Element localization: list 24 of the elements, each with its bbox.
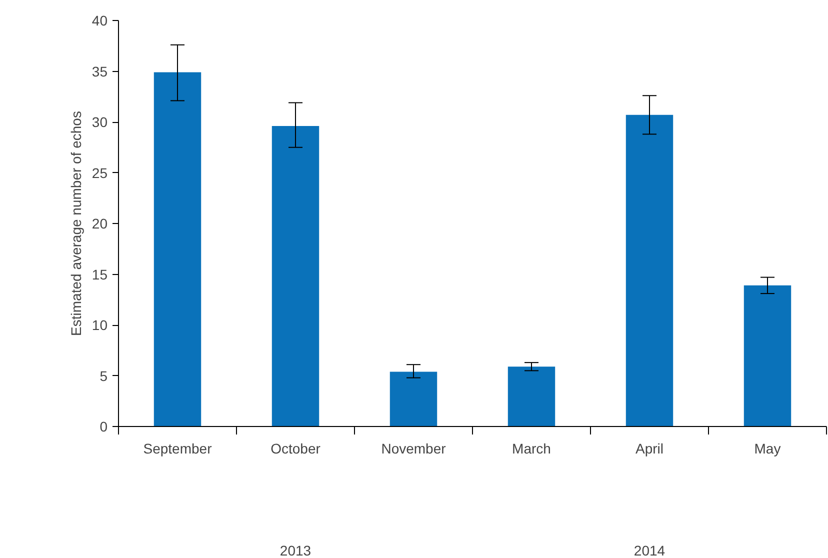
bar (626, 114, 674, 426)
y-tick-label: 0 (100, 418, 108, 434)
y-tick-label: 5 (100, 368, 108, 384)
y-tick-label: 35 (92, 63, 108, 80)
bar (390, 372, 438, 426)
text: 2014 (634, 542, 666, 558)
y-tick-label: 40 (92, 12, 108, 28)
bar (508, 366, 556, 426)
y-axis-title: Estimated average number of echos (68, 111, 84, 336)
x-tick-label: March (512, 440, 551, 456)
y-tick-label: 20 (92, 216, 108, 232)
y-tick-label: 30 (92, 114, 108, 130)
y-tick-label: 25 (92, 164, 108, 181)
bar (744, 285, 792, 426)
y-tick-label: 15 (92, 266, 108, 282)
y-tick-label: 10 (92, 317, 108, 333)
x-tick-label: October (270, 440, 321, 456)
text: 2013 (280, 542, 312, 558)
bar (272, 126, 320, 426)
bar (154, 72, 202, 426)
x-tick-label: November (381, 440, 446, 456)
x-tick-label: April (635, 440, 664, 456)
x-tick-label: May (754, 440, 781, 456)
x-tick-label: September (143, 440, 212, 456)
